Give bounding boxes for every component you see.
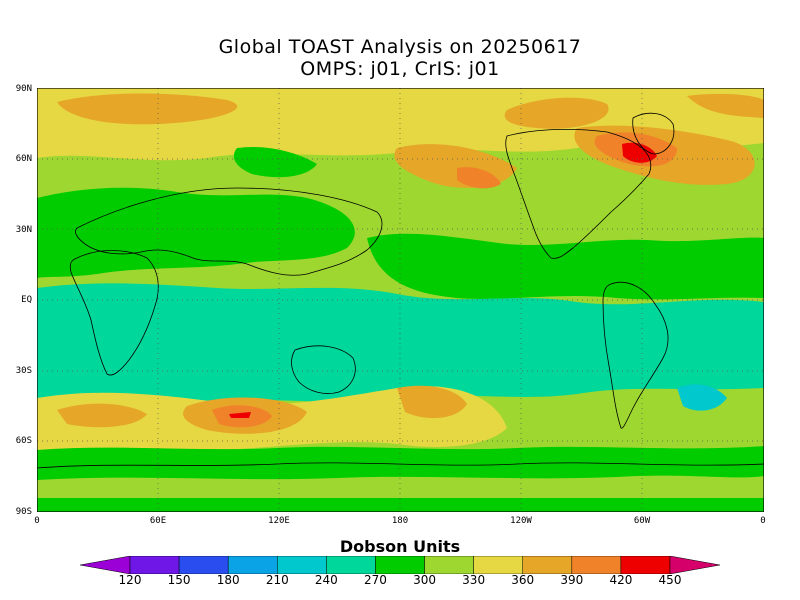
colorbar-segment bbox=[178, 556, 229, 574]
field-nh-belt bbox=[233, 146, 317, 178]
coast-africa bbox=[69, 250, 159, 376]
colorbar-segment bbox=[375, 556, 425, 574]
field-nh-belt bbox=[367, 233, 764, 300]
colorbar-tick-label: 360 bbox=[511, 573, 535, 587]
field-tropics bbox=[37, 283, 764, 408]
ozone-map bbox=[37, 88, 764, 512]
map-title: Global TOAST Analysis on 20250617 bbox=[218, 36, 582, 58]
field-arctic-max bbox=[504, 97, 609, 129]
colorbar-segment bbox=[277, 556, 327, 574]
coast-antarctica bbox=[37, 462, 764, 469]
lon-label: 120E bbox=[268, 516, 290, 526]
colorbar-tick-label: 120 bbox=[118, 573, 142, 587]
colorbar-segment bbox=[620, 556, 671, 574]
field-ozone-peak bbox=[622, 142, 657, 163]
colorbar-segment bbox=[227, 556, 278, 574]
lon-label: 0 bbox=[34, 516, 40, 526]
colorbar-tick-label: 150 bbox=[167, 573, 191, 587]
coast-south-america bbox=[602, 281, 669, 429]
map-subtitle: OMPS: j01, CrIS: j01 bbox=[300, 58, 500, 80]
coastlines bbox=[37, 112, 764, 469]
field-arctic-max bbox=[687, 93, 764, 118]
colorbar-cap-low bbox=[80, 556, 131, 574]
lat-label: 90S bbox=[15, 507, 32, 517]
colorbar-tick-label: 420 bbox=[609, 573, 633, 587]
lat-label: EQ bbox=[21, 295, 32, 305]
coast-greenland bbox=[632, 112, 675, 155]
lat-label: 30S bbox=[15, 366, 32, 376]
field-tropics-low bbox=[677, 384, 727, 411]
lat-label: 30N bbox=[15, 225, 32, 235]
lat-label: 90N bbox=[15, 84, 32, 94]
lon-label: 0 bbox=[760, 516, 766, 526]
colorbar-segment bbox=[129, 556, 180, 574]
colorbar-segment bbox=[571, 556, 622, 574]
colorbar-segment bbox=[473, 556, 523, 574]
colorbar-tick-label: 180 bbox=[216, 573, 240, 587]
colorbar-cap-high bbox=[669, 556, 720, 574]
coast-eurasia bbox=[75, 187, 383, 276]
colorbar-tick-label: 450 bbox=[658, 573, 682, 587]
colorbar-tick-label: 270 bbox=[364, 573, 387, 587]
lon-label: 60E bbox=[149, 516, 167, 526]
lat-label: 60N bbox=[15, 154, 32, 164]
lon-label: 180 bbox=[391, 516, 409, 526]
field-north-mid bbox=[457, 167, 501, 189]
field-antarctic-edge bbox=[37, 475, 764, 498]
lon-label: 120W bbox=[510, 516, 532, 526]
colorbar-tick-label: 240 bbox=[314, 573, 338, 587]
colorbar-segment bbox=[522, 556, 573, 574]
coast-north-america bbox=[505, 129, 652, 259]
field-arctic-max bbox=[57, 93, 238, 125]
colorbar-label: Dobson Units bbox=[339, 537, 461, 556]
colorbar-tick-label: 210 bbox=[265, 573, 289, 587]
coast-australia bbox=[291, 345, 356, 394]
colorbar-segment bbox=[424, 556, 474, 574]
field-sh-max bbox=[397, 385, 467, 419]
lat-label: 60S bbox=[15, 436, 32, 446]
field-sh-max bbox=[57, 403, 147, 428]
graticule bbox=[37, 88, 764, 512]
field-nh-belt bbox=[37, 187, 355, 278]
lon-label: 60W bbox=[633, 516, 651, 526]
colorbar-tick-label: 330 bbox=[462, 573, 486, 587]
colorbar-segment bbox=[326, 556, 376, 574]
colorbar bbox=[80, 556, 720, 574]
colorbar-tick-label: 300 bbox=[413, 573, 436, 587]
field-sh-peak bbox=[229, 412, 251, 418]
colorbar-tick-label: 390 bbox=[560, 573, 584, 587]
